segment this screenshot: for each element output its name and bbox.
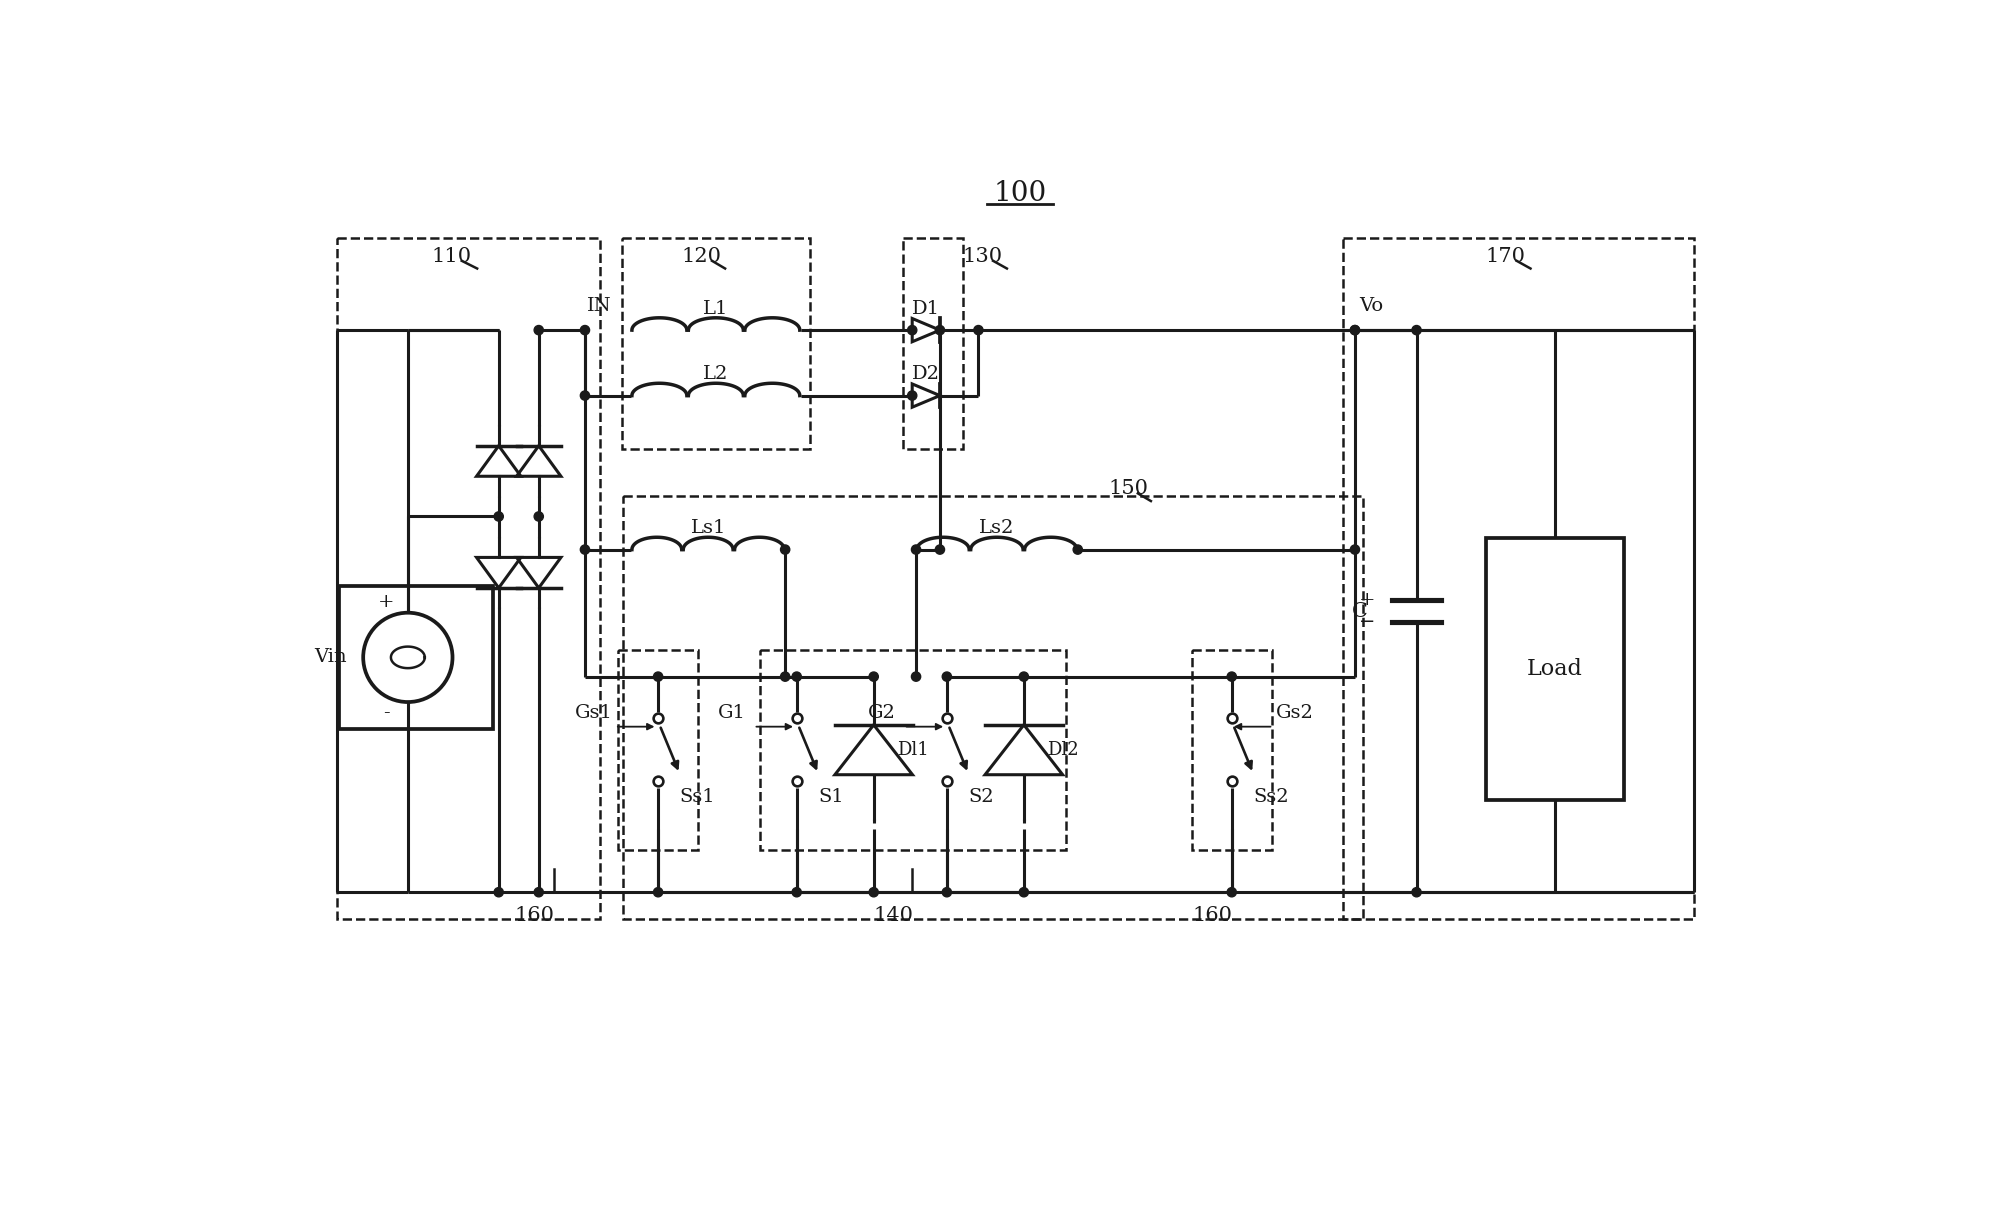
Bar bbox=[617, 649, 699, 850]
Circle shape bbox=[1019, 672, 1029, 682]
Circle shape bbox=[780, 672, 790, 682]
Text: L2: L2 bbox=[703, 365, 729, 383]
Circle shape bbox=[494, 512, 504, 521]
Text: +: + bbox=[378, 593, 394, 610]
Circle shape bbox=[912, 545, 920, 555]
Bar bbox=[338, 586, 492, 729]
Circle shape bbox=[1350, 326, 1360, 334]
Circle shape bbox=[942, 888, 952, 897]
Circle shape bbox=[653, 888, 663, 897]
Circle shape bbox=[942, 672, 952, 682]
Circle shape bbox=[1073, 545, 1083, 555]
Circle shape bbox=[792, 672, 800, 682]
Circle shape bbox=[870, 672, 878, 682]
Text: Vin: Vin bbox=[315, 648, 346, 666]
Circle shape bbox=[870, 888, 878, 897]
Circle shape bbox=[974, 326, 984, 334]
Circle shape bbox=[534, 888, 544, 897]
Text: Dl1: Dl1 bbox=[896, 741, 928, 759]
Circle shape bbox=[494, 888, 504, 897]
Circle shape bbox=[534, 512, 544, 521]
Bar bbox=[621, 237, 810, 449]
Text: −: − bbox=[1358, 613, 1376, 631]
Circle shape bbox=[792, 888, 800, 897]
Circle shape bbox=[1412, 326, 1422, 334]
Circle shape bbox=[936, 326, 944, 334]
Text: -: - bbox=[382, 704, 390, 722]
Circle shape bbox=[653, 672, 663, 682]
Circle shape bbox=[908, 391, 916, 400]
Text: L1: L1 bbox=[703, 299, 729, 317]
Text: +: + bbox=[1358, 591, 1376, 609]
Circle shape bbox=[1226, 672, 1236, 682]
Circle shape bbox=[579, 391, 589, 400]
Circle shape bbox=[1019, 888, 1029, 897]
Text: 160: 160 bbox=[1193, 906, 1232, 925]
Circle shape bbox=[534, 326, 544, 334]
Text: S2: S2 bbox=[968, 787, 994, 805]
Circle shape bbox=[1350, 545, 1360, 555]
Text: C: C bbox=[1352, 602, 1368, 621]
Text: G2: G2 bbox=[868, 704, 896, 722]
Circle shape bbox=[1412, 888, 1422, 897]
Text: Ss2: Ss2 bbox=[1252, 787, 1288, 805]
Text: 150: 150 bbox=[1109, 480, 1149, 498]
Bar bbox=[623, 495, 1362, 919]
Bar bbox=[336, 237, 601, 919]
Circle shape bbox=[912, 672, 920, 682]
Text: S1: S1 bbox=[818, 787, 844, 805]
Text: Ls1: Ls1 bbox=[691, 520, 727, 536]
Circle shape bbox=[908, 326, 916, 334]
Circle shape bbox=[1226, 888, 1236, 897]
Text: Vo: Vo bbox=[1358, 297, 1384, 315]
Text: Ss1: Ss1 bbox=[679, 787, 715, 805]
Text: Dl2: Dl2 bbox=[1047, 741, 1079, 759]
Bar bbox=[761, 649, 1067, 850]
Text: Ls2: Ls2 bbox=[980, 520, 1015, 536]
Circle shape bbox=[780, 545, 790, 555]
Circle shape bbox=[579, 326, 589, 334]
Text: 100: 100 bbox=[994, 179, 1047, 207]
Text: D2: D2 bbox=[912, 365, 940, 383]
Text: IN: IN bbox=[587, 297, 611, 315]
Text: D1: D1 bbox=[912, 299, 940, 317]
Bar bbox=[1193, 649, 1272, 850]
Circle shape bbox=[936, 545, 944, 555]
Text: Gs2: Gs2 bbox=[1276, 704, 1314, 722]
Text: 110: 110 bbox=[430, 247, 472, 266]
Text: 130: 130 bbox=[962, 247, 1001, 265]
Text: Gs1: Gs1 bbox=[575, 704, 613, 722]
Circle shape bbox=[579, 545, 589, 555]
Text: 140: 140 bbox=[872, 906, 914, 925]
Bar bbox=[1485, 538, 1625, 799]
Bar bbox=[904, 237, 964, 449]
Text: 170: 170 bbox=[1485, 247, 1525, 265]
Text: 160: 160 bbox=[516, 906, 555, 925]
Circle shape bbox=[1350, 326, 1360, 334]
Text: G1: G1 bbox=[719, 704, 747, 722]
Bar bbox=[1344, 237, 1694, 919]
Text: Load: Load bbox=[1527, 658, 1583, 679]
Text: 120: 120 bbox=[681, 247, 721, 265]
